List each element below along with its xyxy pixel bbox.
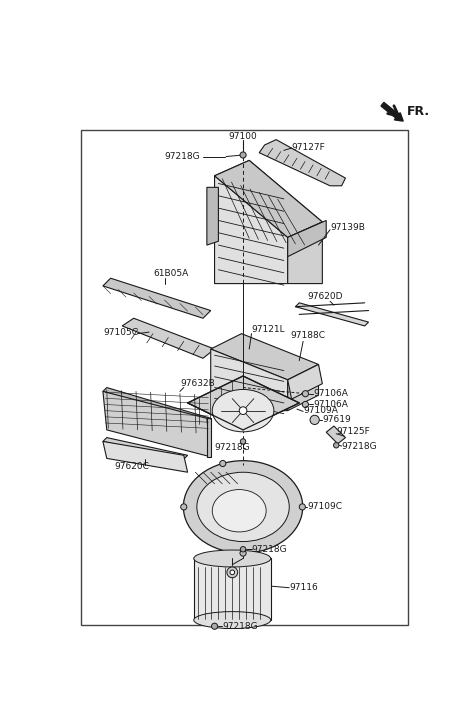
Circle shape (240, 547, 246, 552)
Ellipse shape (194, 550, 271, 567)
Polygon shape (103, 391, 211, 457)
Bar (81, 129, 408, 625)
Circle shape (299, 504, 305, 510)
Circle shape (211, 623, 218, 630)
Polygon shape (207, 418, 211, 457)
FancyArrow shape (381, 103, 403, 121)
Polygon shape (225, 466, 261, 480)
Polygon shape (211, 334, 319, 379)
Circle shape (227, 567, 238, 578)
Circle shape (303, 401, 308, 408)
Text: 97218G: 97218G (252, 545, 287, 554)
Polygon shape (211, 349, 288, 411)
Polygon shape (103, 278, 211, 318)
Text: 97100: 97100 (228, 132, 257, 141)
Text: 97106A: 97106A (313, 389, 348, 398)
Circle shape (230, 570, 235, 574)
Circle shape (180, 504, 187, 510)
Polygon shape (215, 161, 323, 238)
Polygon shape (103, 387, 211, 422)
Circle shape (239, 407, 247, 414)
Text: 97127F: 97127F (292, 142, 325, 152)
Text: 97109C: 97109C (307, 502, 342, 511)
Text: 97218G: 97218G (342, 442, 377, 451)
Polygon shape (215, 176, 288, 284)
Circle shape (240, 152, 246, 158)
Polygon shape (326, 426, 345, 443)
Text: 97632B: 97632B (180, 379, 215, 388)
Text: 61B05A: 61B05A (153, 269, 188, 278)
Polygon shape (188, 403, 243, 430)
Circle shape (310, 415, 319, 425)
Ellipse shape (212, 489, 266, 532)
Text: 97218G: 97218G (215, 443, 250, 452)
Ellipse shape (197, 473, 289, 542)
Text: FR.: FR. (407, 105, 430, 119)
Polygon shape (122, 318, 215, 358)
Circle shape (240, 439, 246, 444)
Text: 97218G: 97218G (164, 152, 200, 161)
Polygon shape (288, 364, 323, 399)
Ellipse shape (183, 461, 303, 553)
Circle shape (333, 443, 339, 448)
Circle shape (220, 460, 226, 467)
Circle shape (240, 550, 246, 556)
Bar (194, 558, 271, 620)
Text: 97188C: 97188C (290, 331, 325, 340)
Polygon shape (103, 438, 188, 459)
Text: 97620C: 97620C (114, 462, 149, 470)
Text: 97218G: 97218G (222, 622, 258, 631)
Polygon shape (288, 220, 326, 257)
Polygon shape (103, 441, 188, 473)
Polygon shape (288, 222, 323, 284)
Polygon shape (209, 616, 225, 626)
Text: 97139B: 97139B (330, 223, 365, 232)
Text: 97125F: 97125F (336, 427, 370, 436)
Text: 97620D: 97620D (307, 292, 342, 301)
Text: 97619: 97619 (323, 415, 351, 425)
Text: 97121L: 97121L (252, 325, 285, 334)
Text: 97116: 97116 (289, 583, 318, 593)
Polygon shape (240, 616, 256, 626)
Polygon shape (188, 376, 299, 430)
Text: 97106A: 97106A (313, 400, 348, 409)
Ellipse shape (212, 390, 274, 432)
Polygon shape (295, 303, 369, 326)
Text: 97105C: 97105C (103, 328, 138, 337)
Text: 97109A: 97109A (303, 406, 338, 415)
Polygon shape (259, 140, 345, 186)
Polygon shape (288, 364, 319, 411)
Circle shape (303, 390, 308, 397)
Ellipse shape (194, 611, 271, 629)
Polygon shape (207, 188, 218, 245)
Polygon shape (215, 161, 323, 238)
